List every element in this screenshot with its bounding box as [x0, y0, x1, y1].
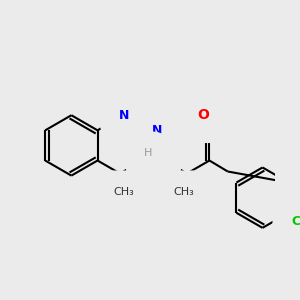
Text: N: N [118, 109, 129, 122]
Text: N: N [145, 154, 155, 167]
Text: CH₃: CH₃ [173, 187, 194, 197]
Text: N: N [152, 154, 162, 167]
Text: CH₃: CH₃ [113, 187, 134, 197]
Text: Cl: Cl [291, 215, 300, 228]
Text: N: N [152, 124, 162, 137]
Text: H: H [144, 148, 152, 158]
Text: O: O [197, 108, 209, 122]
Text: H: H [149, 118, 158, 128]
